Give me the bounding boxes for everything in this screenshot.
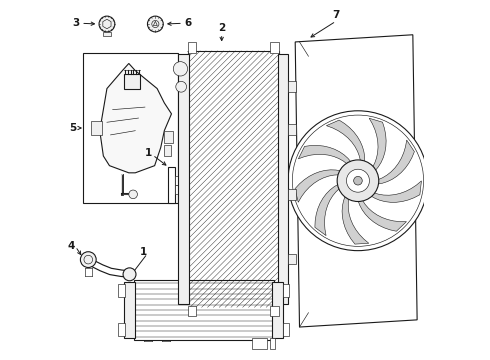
- Polygon shape: [295, 170, 341, 202]
- Text: 1: 1: [140, 247, 147, 257]
- Circle shape: [354, 176, 362, 185]
- Bar: [270, 338, 275, 348]
- Bar: [270, 306, 279, 316]
- Bar: [124, 74, 140, 89]
- Polygon shape: [377, 140, 415, 184]
- Text: 6: 6: [184, 18, 191, 28]
- Bar: [272, 282, 283, 338]
- Polygon shape: [298, 145, 351, 164]
- Text: 2: 2: [218, 23, 225, 33]
- Bar: [188, 51, 279, 307]
- Bar: [188, 42, 196, 53]
- Polygon shape: [295, 35, 417, 327]
- Circle shape: [176, 81, 187, 92]
- Circle shape: [147, 16, 163, 32]
- Bar: [278, 54, 289, 304]
- Circle shape: [173, 62, 188, 76]
- Bar: [188, 51, 279, 307]
- Circle shape: [346, 169, 369, 192]
- Bar: [134, 280, 274, 339]
- Circle shape: [99, 16, 115, 32]
- Bar: [188, 306, 196, 316]
- Bar: [103, 32, 111, 36]
- Polygon shape: [358, 200, 407, 231]
- Bar: [83, 53, 178, 203]
- Bar: [289, 189, 295, 200]
- Circle shape: [80, 252, 96, 267]
- Polygon shape: [342, 196, 369, 244]
- Polygon shape: [326, 120, 365, 162]
- Polygon shape: [100, 63, 172, 173]
- Text: 3: 3: [73, 18, 80, 28]
- Bar: [164, 145, 171, 156]
- Bar: [289, 81, 295, 92]
- Text: 7: 7: [332, 10, 340, 21]
- Bar: [164, 131, 173, 143]
- Bar: [283, 284, 290, 297]
- Bar: [252, 338, 267, 348]
- Text: 5: 5: [69, 123, 76, 133]
- Bar: [124, 282, 135, 338]
- Circle shape: [129, 190, 137, 199]
- Bar: [175, 185, 185, 194]
- Circle shape: [123, 268, 136, 281]
- Bar: [270, 42, 279, 53]
- Bar: [289, 253, 295, 264]
- Polygon shape: [369, 118, 386, 171]
- Bar: [119, 323, 125, 336]
- Circle shape: [288, 111, 428, 251]
- Bar: [177, 54, 189, 304]
- Bar: [289, 125, 295, 135]
- Bar: [119, 284, 125, 297]
- Circle shape: [337, 160, 379, 202]
- Text: 4: 4: [67, 241, 74, 251]
- Bar: [91, 121, 101, 135]
- Polygon shape: [370, 181, 421, 202]
- Text: 1: 1: [145, 148, 152, 158]
- Polygon shape: [315, 184, 340, 235]
- Bar: [283, 323, 290, 336]
- Bar: [168, 167, 175, 203]
- Bar: [175, 176, 185, 185]
